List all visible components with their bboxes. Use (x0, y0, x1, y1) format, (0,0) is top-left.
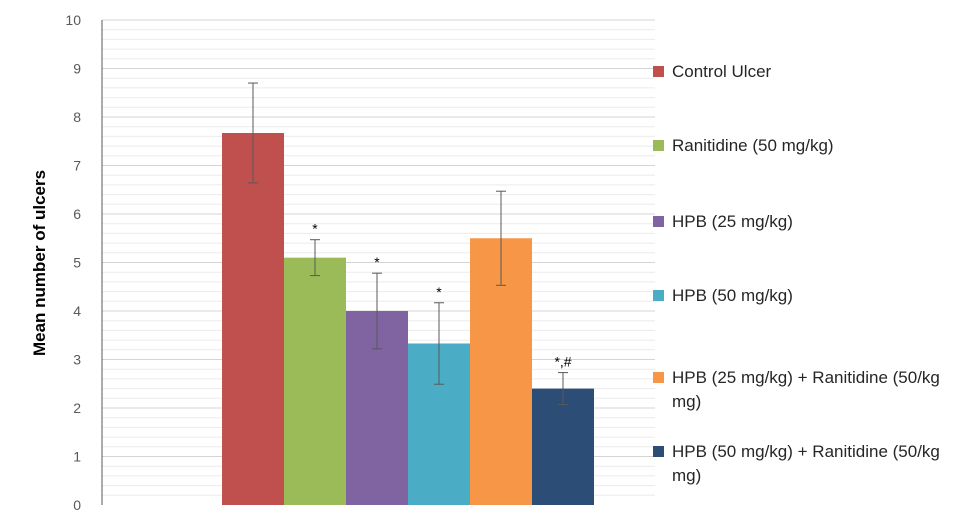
y-axis-label: Mean number of ulcers (30, 170, 49, 356)
y-tick-label: 5 (73, 255, 81, 271)
legend-label: HPB (50 mg/kg) + Ranitidine (50/kg mg) (672, 442, 940, 485)
legend-swatch (653, 140, 664, 151)
bars (222, 133, 594, 505)
y-tick-label: 0 (73, 497, 81, 513)
legend-item: HPB (25 mg/kg) + Ranitidine (50/kg mg) (653, 366, 952, 414)
legend-item: HPB (25 mg/kg) (653, 210, 952, 234)
significance-label: * (374, 254, 380, 270)
legend-label: HPB (25 mg/kg) + Ranitidine (50/kg mg) (672, 368, 940, 411)
y-tick-label: 3 (73, 352, 81, 368)
legend-label: Control Ulcer (672, 62, 772, 81)
legend-item: Control Ulcer (653, 60, 952, 84)
y-tick-labels: 0 1 2 3 4 5 6 7 8 9 10 (65, 12, 81, 513)
legend-swatch (653, 66, 664, 77)
error-bars (248, 82, 568, 406)
significance-label: *,# (554, 354, 571, 370)
legend-swatch (653, 372, 664, 383)
legend-item: HPB (50 mg/kg) (653, 284, 952, 308)
legend-swatch (653, 290, 664, 301)
legend-swatch (653, 216, 664, 227)
y-tick-label: 1 (73, 449, 81, 465)
bar (284, 257, 346, 505)
legend-label: Ranitidine (50 mg/kg) (672, 136, 834, 155)
legend-item: HPB (50 mg/kg) + Ranitidine (50/kg mg) (653, 440, 952, 488)
legend-item: Ranitidine (50 mg/kg) (653, 134, 952, 158)
y-tick-label: 7 (73, 158, 81, 174)
legend-swatch (653, 446, 664, 457)
legend-label: HPB (25 mg/kg) (672, 212, 793, 231)
bar (222, 133, 284, 505)
significance-label: * (436, 284, 442, 300)
legend-label: HPB (50 mg/kg) (672, 286, 793, 305)
y-tick-label: 4 (73, 303, 81, 319)
y-tick-label: 6 (73, 206, 81, 222)
bar (532, 388, 594, 505)
y-tick-label: 9 (73, 61, 81, 77)
y-tick-label: 10 (65, 12, 81, 28)
significance-label: * (312, 221, 318, 237)
y-tick-label: 2 (73, 400, 81, 416)
y-tick-label: 8 (73, 109, 81, 125)
significance-labels: * * * *,# (312, 221, 572, 370)
